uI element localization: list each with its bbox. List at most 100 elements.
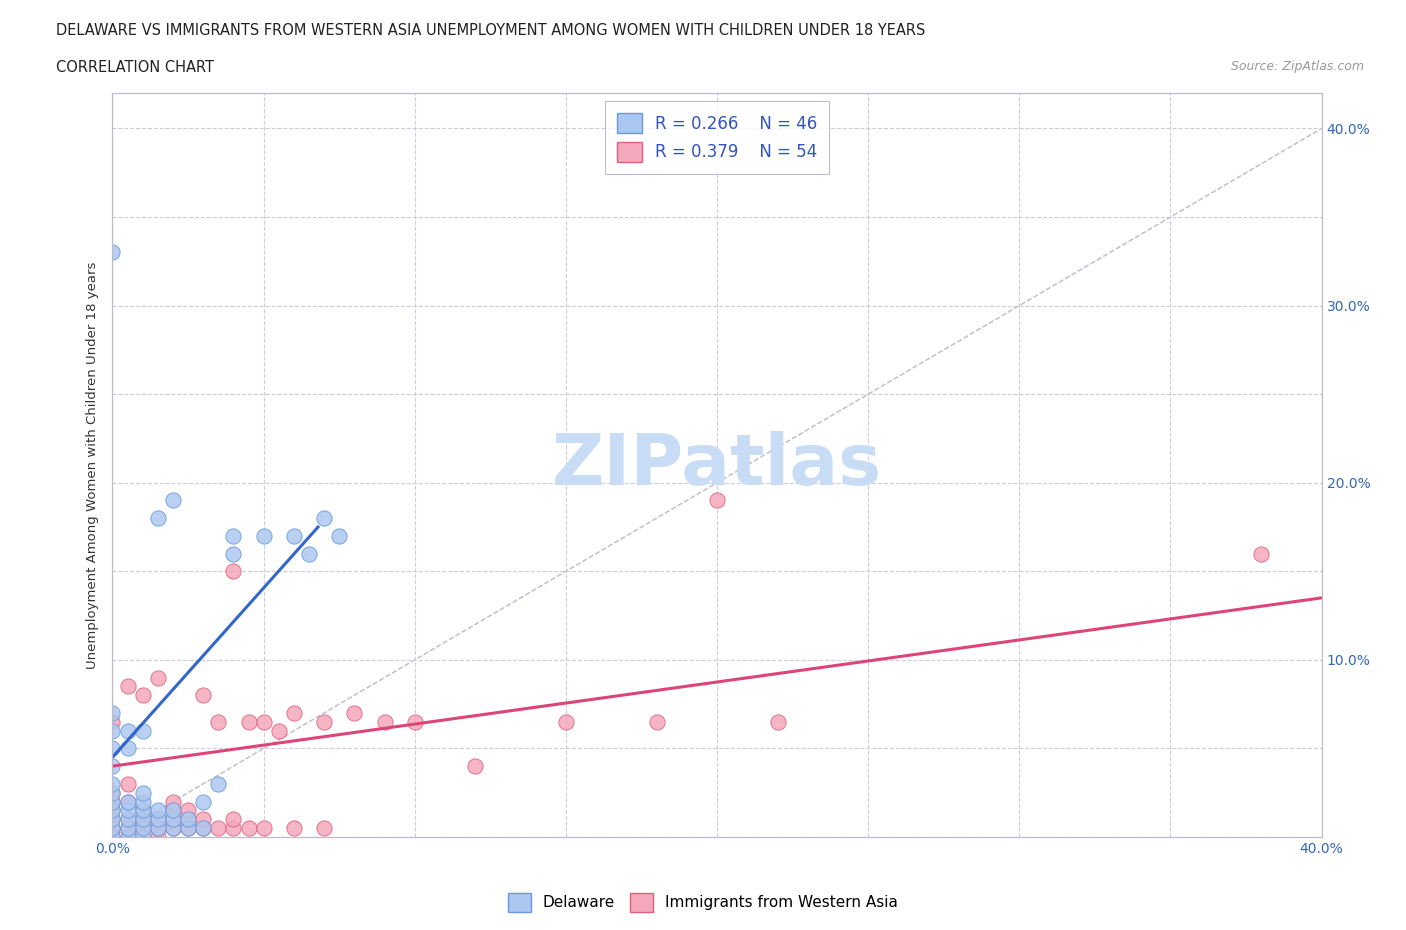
Point xyxy=(706,493,728,508)
Point xyxy=(207,777,229,791)
Point xyxy=(132,785,155,800)
Point xyxy=(191,820,214,835)
Point xyxy=(328,528,350,543)
Point xyxy=(101,820,124,835)
Y-axis label: Unemployment Among Women with Children Under 18 years: Unemployment Among Women with Children U… xyxy=(86,261,100,669)
Point xyxy=(117,830,139,844)
Point xyxy=(101,794,124,809)
Point xyxy=(177,812,200,827)
Point xyxy=(146,511,169,525)
Point xyxy=(101,812,124,827)
Point xyxy=(645,714,668,729)
Point xyxy=(101,830,124,844)
Point xyxy=(117,777,139,791)
Point xyxy=(117,812,139,827)
Point xyxy=(162,794,184,809)
Point xyxy=(132,812,155,827)
Point xyxy=(132,794,155,809)
Point xyxy=(132,820,155,835)
Point xyxy=(132,812,155,827)
Point xyxy=(117,820,139,835)
Point xyxy=(1250,546,1272,561)
Point xyxy=(117,679,139,694)
Point xyxy=(222,546,245,561)
Point xyxy=(132,820,155,835)
Point xyxy=(117,794,139,809)
Point xyxy=(117,803,139,817)
Point xyxy=(298,546,321,561)
Point xyxy=(253,820,276,835)
Point xyxy=(101,759,124,774)
Point xyxy=(162,812,184,827)
Point xyxy=(162,493,184,508)
Point xyxy=(162,820,184,835)
Point xyxy=(464,759,486,774)
Point xyxy=(117,741,139,756)
Point xyxy=(132,724,155,738)
Point xyxy=(101,777,124,791)
Point xyxy=(132,803,155,817)
Point xyxy=(314,714,336,729)
Point xyxy=(253,528,276,543)
Point xyxy=(101,724,124,738)
Point xyxy=(101,794,124,809)
Point xyxy=(343,706,366,721)
Point xyxy=(554,714,576,729)
Point xyxy=(162,803,184,817)
Point xyxy=(132,688,155,703)
Point xyxy=(207,820,229,835)
Point xyxy=(191,794,214,809)
Point xyxy=(101,803,124,817)
Point xyxy=(146,820,169,835)
Point xyxy=(283,528,305,543)
Point xyxy=(374,714,396,729)
Text: CORRELATION CHART: CORRELATION CHART xyxy=(56,60,214,75)
Point xyxy=(117,794,139,809)
Legend: R = 0.266    N = 46, R = 0.379    N = 54: R = 0.266 N = 46, R = 0.379 N = 54 xyxy=(605,101,830,174)
Point xyxy=(146,830,169,844)
Point xyxy=(117,830,139,844)
Point xyxy=(146,812,169,827)
Point xyxy=(162,820,184,835)
Point xyxy=(101,741,124,756)
Point xyxy=(238,714,260,729)
Point xyxy=(162,803,184,817)
Point xyxy=(283,706,305,721)
Text: ZIPatlas: ZIPatlas xyxy=(553,431,882,499)
Point xyxy=(222,528,245,543)
Point xyxy=(766,714,789,729)
Point xyxy=(101,245,124,259)
Point xyxy=(101,785,124,800)
Point xyxy=(146,820,169,835)
Point xyxy=(146,671,169,685)
Point xyxy=(267,724,290,738)
Point xyxy=(314,511,336,525)
Point xyxy=(101,820,124,835)
Point xyxy=(101,714,124,729)
Point xyxy=(222,820,245,835)
Point xyxy=(132,830,155,844)
Point xyxy=(101,706,124,721)
Point xyxy=(253,714,276,729)
Text: DELAWARE VS IMMIGRANTS FROM WESTERN ASIA UNEMPLOYMENT AMONG WOMEN WITH CHILDREN : DELAWARE VS IMMIGRANTS FROM WESTERN ASIA… xyxy=(56,23,925,38)
Point xyxy=(283,820,305,835)
Legend: Delaware, Immigrants from Western Asia: Delaware, Immigrants from Western Asia xyxy=(502,887,904,918)
Point xyxy=(117,820,139,835)
Point xyxy=(101,803,124,817)
Point xyxy=(222,812,245,827)
Point xyxy=(132,803,155,817)
Point xyxy=(207,714,229,729)
Point xyxy=(404,714,426,729)
Point xyxy=(101,785,124,800)
Point xyxy=(101,830,124,844)
Point xyxy=(177,803,200,817)
Point xyxy=(162,812,184,827)
Point xyxy=(191,820,214,835)
Point xyxy=(146,812,169,827)
Point xyxy=(117,812,139,827)
Point xyxy=(191,812,214,827)
Point xyxy=(117,724,139,738)
Text: Source: ZipAtlas.com: Source: ZipAtlas.com xyxy=(1230,60,1364,73)
Point xyxy=(146,803,169,817)
Point xyxy=(101,812,124,827)
